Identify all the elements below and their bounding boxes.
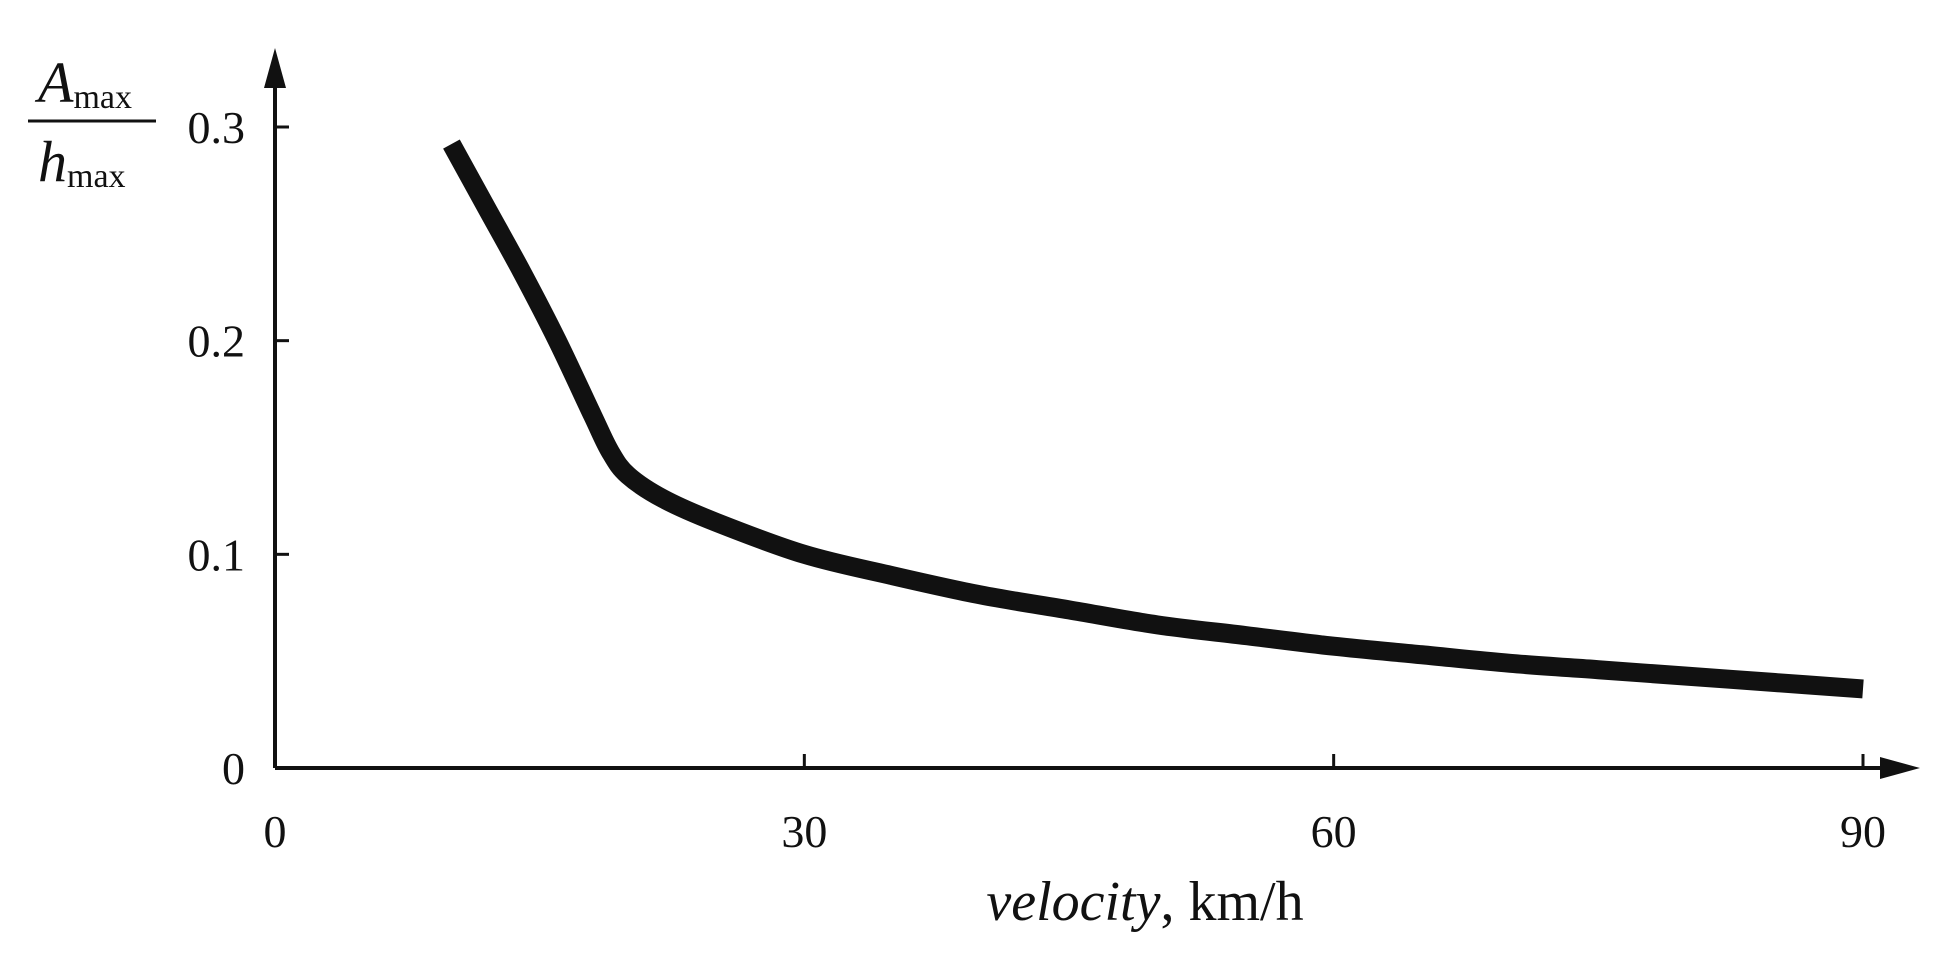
y-label-denominator: h — [38, 129, 67, 194]
x-axis-label: velocity, km/h — [986, 871, 1303, 933]
y-label-numerator: A — [34, 50, 74, 115]
svg-text:hmax: hmax — [38, 129, 126, 195]
x-axis-arrow — [1880, 757, 1920, 779]
x-label-italic: velocity — [986, 871, 1160, 933]
y-axis-arrow — [264, 48, 286, 88]
y-label-denominator-sub: max — [67, 158, 126, 195]
x-tick-label: 30 — [781, 806, 827, 857]
x-tick-label: 0 — [264, 806, 287, 857]
y-tick-label: 0 — [222, 743, 245, 794]
y-tick-label: 0.3 — [188, 102, 246, 153]
y-tick-label: 0.1 — [188, 529, 246, 580]
x-tick-label: 90 — [1840, 806, 1886, 857]
y-axis-label: Amax hmax — [28, 50, 156, 195]
y-tick-label: 0.2 — [188, 316, 246, 367]
series-line — [443, 139, 1864, 699]
axes — [264, 48, 1920, 779]
x-tick-label: 60 — [1311, 806, 1357, 857]
ticks: 0 30 60 90 0 0.1 0.2 0.3 — [188, 102, 1887, 857]
svg-text:Amax: Amax — [34, 50, 132, 116]
series-layer — [443, 139, 1864, 699]
y-label-numerator-sub: max — [73, 79, 132, 116]
x-label-rest: , km/h — [1160, 871, 1303, 933]
